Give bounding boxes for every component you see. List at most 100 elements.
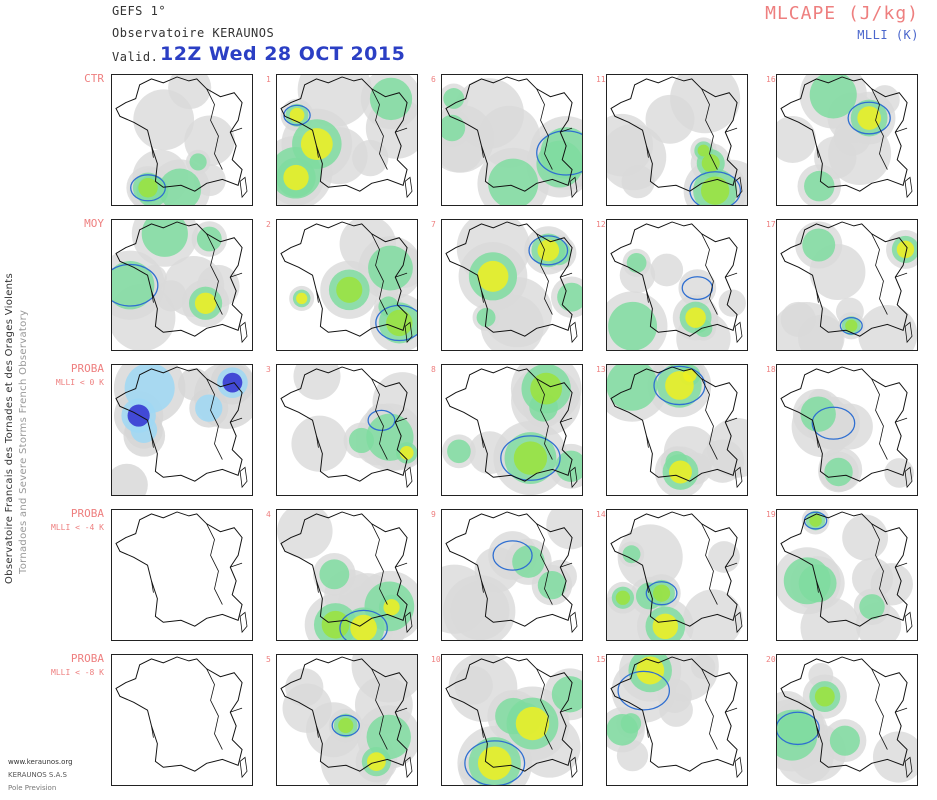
borders	[816, 523, 908, 605]
cape-low-area	[293, 365, 341, 400]
member-map-panel	[606, 509, 748, 641]
forecast-map	[112, 220, 248, 350]
member-number: 18	[766, 365, 776, 374]
member-number: 5	[266, 655, 271, 664]
forecast-map	[115, 656, 248, 779]
footer-company: KERAUNOS S.A.S	[8, 771, 67, 779]
footer-website[interactable]: www.keraunos.org	[8, 758, 73, 766]
cape-high-area	[477, 746, 512, 781]
cape-low-area	[112, 463, 148, 495]
forecast-map	[445, 220, 582, 350]
cape-high-area	[857, 106, 881, 130]
cape-mid-area	[158, 168, 202, 205]
member-map-panel	[606, 364, 748, 496]
valid-label: Valid.	[112, 50, 159, 64]
member-number: 4	[266, 510, 271, 519]
row-label-line1: PROBA	[70, 362, 104, 375]
cape-high-area	[300, 128, 333, 160]
mlli-contour	[464, 740, 526, 785]
member-map-panel	[776, 654, 918, 786]
mlli-contour	[645, 581, 678, 606]
cape-low-area	[858, 305, 917, 350]
cape-high-area	[683, 368, 697, 382]
cape-low-area	[168, 75, 212, 110]
row-label: MOY	[4, 217, 104, 231]
cape-mid-area	[141, 220, 188, 257]
coastline	[610, 366, 738, 482]
member-map-panel	[276, 74, 418, 206]
mlli-contour	[528, 235, 569, 266]
forecast-map	[777, 221, 917, 350]
borders	[151, 668, 243, 750]
summary-map-panel	[111, 364, 253, 496]
corsica-outline	[734, 756, 743, 779]
mlli-contour	[112, 263, 159, 307]
member-number: 7	[431, 220, 436, 229]
member-number: 12	[596, 220, 606, 229]
borders	[316, 668, 408, 750]
member-number: 10	[431, 655, 441, 664]
cape-high-area	[701, 154, 720, 173]
member-map-panel	[441, 74, 583, 206]
cape-low-area	[468, 431, 512, 475]
cape-mid-area	[488, 158, 539, 205]
cape-high-area	[668, 460, 692, 484]
coastline	[610, 76, 738, 192]
cape-low-area	[842, 514, 889, 561]
cape-mid-area	[319, 559, 350, 590]
corsica-outline	[904, 611, 913, 634]
borders	[481, 233, 573, 315]
borders	[646, 523, 738, 605]
row-label-line1: CTR	[84, 72, 104, 85]
borders	[481, 668, 573, 750]
corsica-outline	[569, 756, 578, 779]
coastline	[445, 511, 573, 627]
cape-low-area	[670, 75, 741, 134]
forecast-map	[277, 510, 417, 640]
member-map-panel	[776, 364, 918, 496]
coastline	[445, 366, 573, 482]
corsica-outline	[904, 321, 913, 344]
borders	[316, 378, 408, 460]
corsica-outline	[404, 611, 413, 634]
borders	[646, 233, 738, 315]
corsica-outline	[404, 756, 413, 779]
cape-low-area	[718, 289, 746, 317]
proba-area	[124, 365, 175, 414]
corsica-outline	[904, 756, 913, 779]
cape-low-area	[184, 115, 235, 166]
coastline	[115, 366, 243, 482]
member-number: 8	[431, 365, 436, 374]
cape-low-area	[650, 253, 684, 287]
cape-high-area	[515, 706, 550, 741]
corsica-outline	[734, 611, 743, 634]
cape-high-area	[386, 309, 413, 337]
member-number: 19	[766, 510, 776, 519]
cape-low-area	[178, 368, 211, 401]
cape-mid-area	[189, 153, 207, 171]
member-number: 3	[266, 365, 271, 374]
cape-high-area	[685, 307, 706, 328]
borders	[481, 523, 573, 605]
coastline	[780, 76, 908, 192]
corsica-outline	[569, 176, 578, 199]
proba-area	[195, 394, 223, 422]
corsica-outline	[734, 466, 743, 489]
cape-high-area	[896, 240, 915, 259]
forecast-map	[777, 75, 913, 205]
corsica-outline	[904, 466, 913, 489]
cape-low-area	[826, 403, 873, 450]
member-number: 20	[766, 655, 776, 664]
borders	[646, 378, 738, 460]
borders	[151, 378, 243, 460]
side-title-main: Observatoire Francais des Tornades et de…	[4, 272, 15, 584]
row-label-line2: MLLI < -8 K	[51, 668, 104, 677]
row-label: CTR	[4, 72, 104, 86]
cape-high-area	[350, 614, 377, 640]
mlli-contour	[777, 711, 820, 746]
mlli-contour	[811, 406, 856, 440]
cape-low-area	[851, 557, 894, 599]
member-number: 16	[766, 75, 776, 84]
summary-map-panel	[111, 74, 253, 206]
row-label-line1: MOY	[84, 217, 104, 230]
